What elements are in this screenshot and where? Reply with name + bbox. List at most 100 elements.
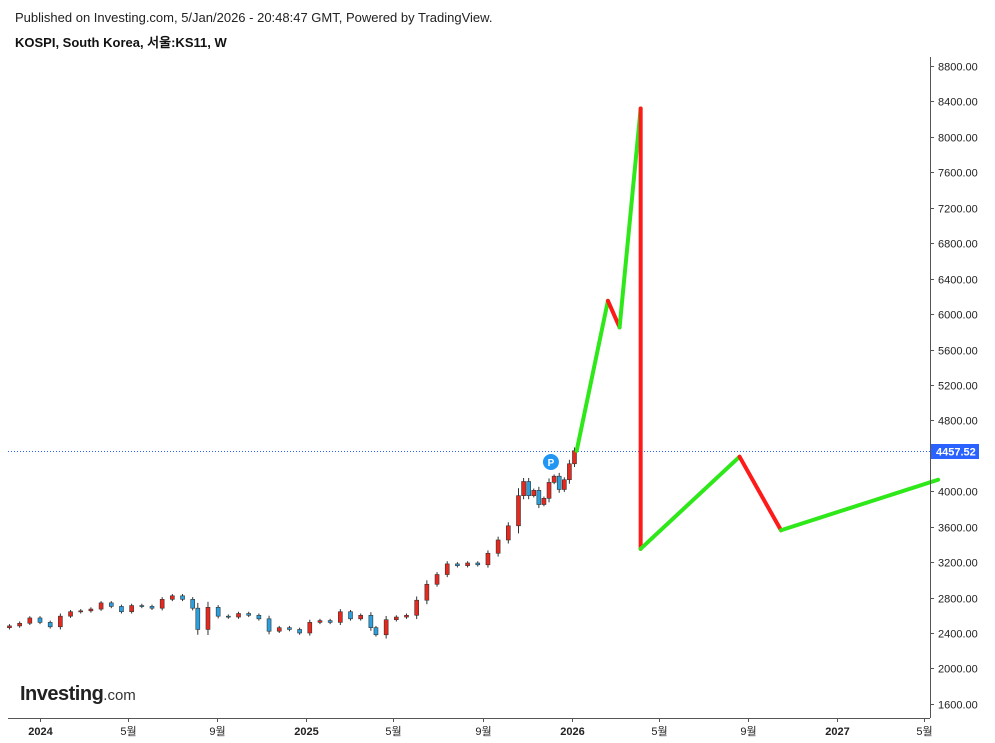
candle-body — [383, 619, 389, 636]
candle-body — [455, 563, 460, 566]
candle-body — [159, 599, 165, 609]
time-tick-label: 5월 — [916, 725, 932, 738]
candle-body — [516, 495, 521, 527]
candle-body — [149, 606, 155, 609]
symbol-title: KOSPI, South Korea, 서울:KS11, W — [15, 35, 227, 50]
time-tick-label: 9월 — [209, 725, 225, 738]
candle-body — [434, 574, 440, 585]
time-tick-label: 9월 — [740, 725, 756, 738]
candle-body — [572, 450, 577, 465]
candle-body — [394, 616, 399, 621]
time-tick-label: 5월 — [385, 725, 401, 738]
price-tick-label: 2400.00 — [938, 629, 978, 641]
candle-body — [297, 629, 302, 634]
candle-body — [246, 613, 252, 616]
candle-body — [88, 608, 94, 612]
price-marker[interactable] — [542, 454, 559, 471]
candle-body — [68, 611, 73, 617]
candle-body — [17, 622, 22, 627]
candle-body — [7, 625, 12, 628]
logo-brand: Investing — [20, 683, 104, 705]
candle-body — [424, 583, 430, 601]
candle-body — [266, 618, 272, 632]
price-tick-label: 6400.00 — [938, 275, 978, 287]
price-tick-label: 5600.00 — [938, 346, 978, 358]
projection-segment — [605, 298, 622, 330]
published-info: Published on Investing.com, 5/Jan/2026 -… — [15, 10, 493, 25]
candle-body — [521, 481, 526, 496]
candle-body — [368, 614, 374, 628]
candle-body — [215, 607, 221, 617]
candle-body — [139, 605, 145, 607]
candle-body — [236, 613, 241, 618]
candle-body — [180, 595, 185, 600]
candle-body — [541, 498, 547, 505]
projection-segment — [574, 298, 610, 453]
candle-body — [465, 562, 470, 566]
price-tick-label: 2000.00 — [938, 664, 978, 676]
price-tick-label: 7200.00 — [938, 204, 978, 216]
price-tick-label: 7600.00 — [938, 168, 978, 180]
time-tick-label: 2026 — [560, 726, 584, 738]
time-tick-label: 2027 — [825, 726, 849, 738]
investing-logo: Investing.com — [20, 683, 136, 706]
candle-body — [190, 599, 196, 609]
projection-segment — [737, 454, 784, 533]
candle-body — [307, 622, 313, 634]
price-tick-label: 5200.00 — [938, 381, 978, 393]
candle-body — [195, 607, 201, 630]
price-tick-label: 8800.00 — [938, 62, 978, 74]
price-tick-label: 1600.00 — [938, 700, 978, 712]
candle-body — [373, 627, 379, 636]
candle-body — [338, 611, 343, 623]
logo-tld: .com — [103, 687, 136, 704]
candle-body — [414, 599, 419, 616]
price-marker-group[interactable]: P — [542, 454, 559, 471]
projection-segment — [617, 106, 643, 330]
candle-body — [531, 490, 537, 496]
price-tick-label: 8000.00 — [938, 133, 978, 145]
candle-body — [506, 525, 511, 541]
candle-body — [551, 475, 557, 483]
candle-body — [495, 539, 501, 554]
last-price-badge — [931, 444, 979, 459]
candle-body — [129, 605, 134, 613]
projection-segment — [779, 477, 941, 533]
candle-body — [475, 562, 481, 566]
candle-body — [170, 595, 175, 600]
projection-group — [574, 106, 941, 551]
candles-group — [7, 447, 577, 639]
candle-body — [226, 615, 231, 618]
candle-body — [256, 614, 262, 620]
price-marker-label: P — [548, 458, 555, 469]
candle-body — [327, 620, 333, 623]
candle-body — [526, 481, 531, 496]
price-tick-label: 3600.00 — [938, 523, 978, 535]
axes-group: 1600.00 2000.00 2400.00 2800.00 3200.00 3600.… — [8, 57, 979, 738]
candle-body — [119, 606, 124, 613]
candle-body — [485, 552, 491, 566]
price-tick-label: 4000.00 — [938, 487, 978, 499]
price-tick-label: 2800.00 — [938, 594, 978, 606]
candle-body — [108, 602, 114, 607]
candle-body — [562, 479, 567, 490]
candle-body — [78, 610, 84, 613]
candle-body — [58, 615, 63, 628]
projection-segment — [638, 454, 742, 551]
candle-body — [317, 620, 323, 623]
time-tick-label: 5월 — [120, 725, 136, 738]
time-tick-label: 9월 — [475, 725, 491, 738]
price-tick-label: 3200.00 — [938, 558, 978, 570]
candle-body — [567, 463, 572, 481]
time-tick-label: 5월 — [651, 725, 667, 738]
candle-body — [358, 614, 363, 620]
candle-body — [276, 627, 282, 632]
price-tick-label: 6000.00 — [938, 310, 978, 322]
candle-body — [348, 611, 353, 620]
candle-body — [287, 627, 292, 630]
time-tick-label: 2025 — [294, 726, 318, 738]
candle-body — [546, 482, 552, 499]
candle-body — [205, 607, 211, 630]
